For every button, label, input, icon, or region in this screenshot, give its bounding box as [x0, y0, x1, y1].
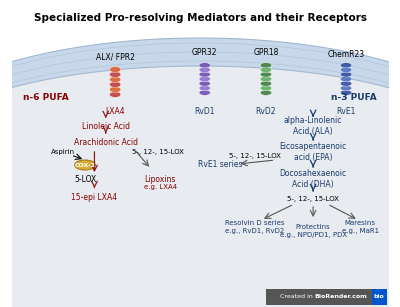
- Text: BioRender.com: BioRender.com: [314, 294, 367, 300]
- Ellipse shape: [260, 86, 272, 91]
- Text: Resolvin D series
e.g., RvD1, RvD2: Resolvin D series e.g., RvD1, RvD2: [225, 220, 284, 234]
- Ellipse shape: [75, 160, 95, 170]
- Bar: [266, 289, 387, 305]
- Ellipse shape: [110, 87, 121, 92]
- Text: RvD2: RvD2: [256, 107, 276, 116]
- Ellipse shape: [199, 63, 210, 68]
- Text: GPR32: GPR32: [192, 48, 218, 57]
- Ellipse shape: [260, 90, 272, 95]
- Ellipse shape: [199, 72, 210, 77]
- Text: ChemR23: ChemR23: [328, 50, 365, 59]
- Ellipse shape: [340, 76, 352, 82]
- Ellipse shape: [199, 81, 210, 86]
- Ellipse shape: [199, 76, 210, 82]
- Ellipse shape: [340, 81, 352, 86]
- Text: 5-, 12-, 15-LOX: 5-, 12-, 15-LOX: [229, 153, 281, 159]
- Ellipse shape: [260, 76, 272, 82]
- Ellipse shape: [110, 67, 121, 72]
- Text: bio: bio: [374, 294, 384, 300]
- Ellipse shape: [199, 86, 210, 91]
- Text: LXA4: LXA4: [105, 107, 125, 116]
- Ellipse shape: [260, 81, 272, 86]
- Text: n-6 PUFA: n-6 PUFA: [23, 92, 68, 102]
- Text: 5-, 12-, 15-LOX: 5-, 12-, 15-LOX: [287, 196, 339, 202]
- Text: Eicosapentaenoic
acid (EPA): Eicosapentaenoic acid (EPA): [280, 142, 347, 162]
- Text: Lipoxins: Lipoxins: [145, 174, 176, 184]
- Text: 5-LOX: 5-LOX: [74, 176, 96, 185]
- Ellipse shape: [260, 72, 272, 77]
- Polygon shape: [0, 38, 400, 129]
- Text: Protectins
e.g., NPD/PD1, PDX: Protectins e.g., NPD/PD1, PDX: [280, 224, 347, 238]
- Text: n-3 PUFA: n-3 PUFA: [332, 92, 377, 102]
- Ellipse shape: [199, 67, 210, 72]
- Ellipse shape: [340, 72, 352, 77]
- Text: COX-2: COX-2: [74, 162, 96, 168]
- Ellipse shape: [110, 82, 121, 87]
- Text: e.g. LXA4: e.g. LXA4: [144, 184, 177, 190]
- Ellipse shape: [340, 86, 352, 91]
- Text: Aspirin: Aspirin: [51, 149, 76, 155]
- Text: 15-epi LXA4: 15-epi LXA4: [71, 192, 118, 201]
- Polygon shape: [0, 66, 400, 307]
- Ellipse shape: [340, 90, 352, 95]
- Text: GPR18: GPR18: [253, 48, 279, 57]
- Ellipse shape: [260, 67, 272, 72]
- Text: Arachidonic Acid: Arachidonic Acid: [74, 138, 138, 146]
- Ellipse shape: [110, 91, 121, 97]
- Text: RvD1: RvD1: [194, 107, 215, 116]
- Text: 5-, 12-, 15-LOX: 5-, 12-, 15-LOX: [132, 149, 184, 155]
- Ellipse shape: [340, 63, 352, 68]
- Ellipse shape: [340, 67, 352, 72]
- Ellipse shape: [110, 72, 121, 77]
- Ellipse shape: [260, 63, 272, 68]
- Bar: [372, 289, 387, 305]
- Text: ALX/ FPR2: ALX/ FPR2: [96, 52, 135, 61]
- Text: RvE1: RvE1: [336, 107, 356, 116]
- Text: Docosahexaenoic
Acid (DHA): Docosahexaenoic Acid (DHA): [280, 169, 347, 189]
- Text: Linoleic Acid: Linoleic Acid: [82, 122, 130, 130]
- Text: alpha-Linolenic
Acid (ALA): alpha-Linolenic Acid (ALA): [284, 116, 342, 136]
- Ellipse shape: [199, 90, 210, 95]
- Text: Specialized Pro-resolving Mediators and their Receptors: Specialized Pro-resolving Mediators and …: [34, 13, 366, 23]
- Text: Created in: Created in: [280, 294, 315, 300]
- Text: Maresins
e.g., MaR1: Maresins e.g., MaR1: [342, 220, 379, 234]
- Ellipse shape: [110, 77, 121, 82]
- Text: RvE1 series: RvE1 series: [198, 160, 243, 169]
